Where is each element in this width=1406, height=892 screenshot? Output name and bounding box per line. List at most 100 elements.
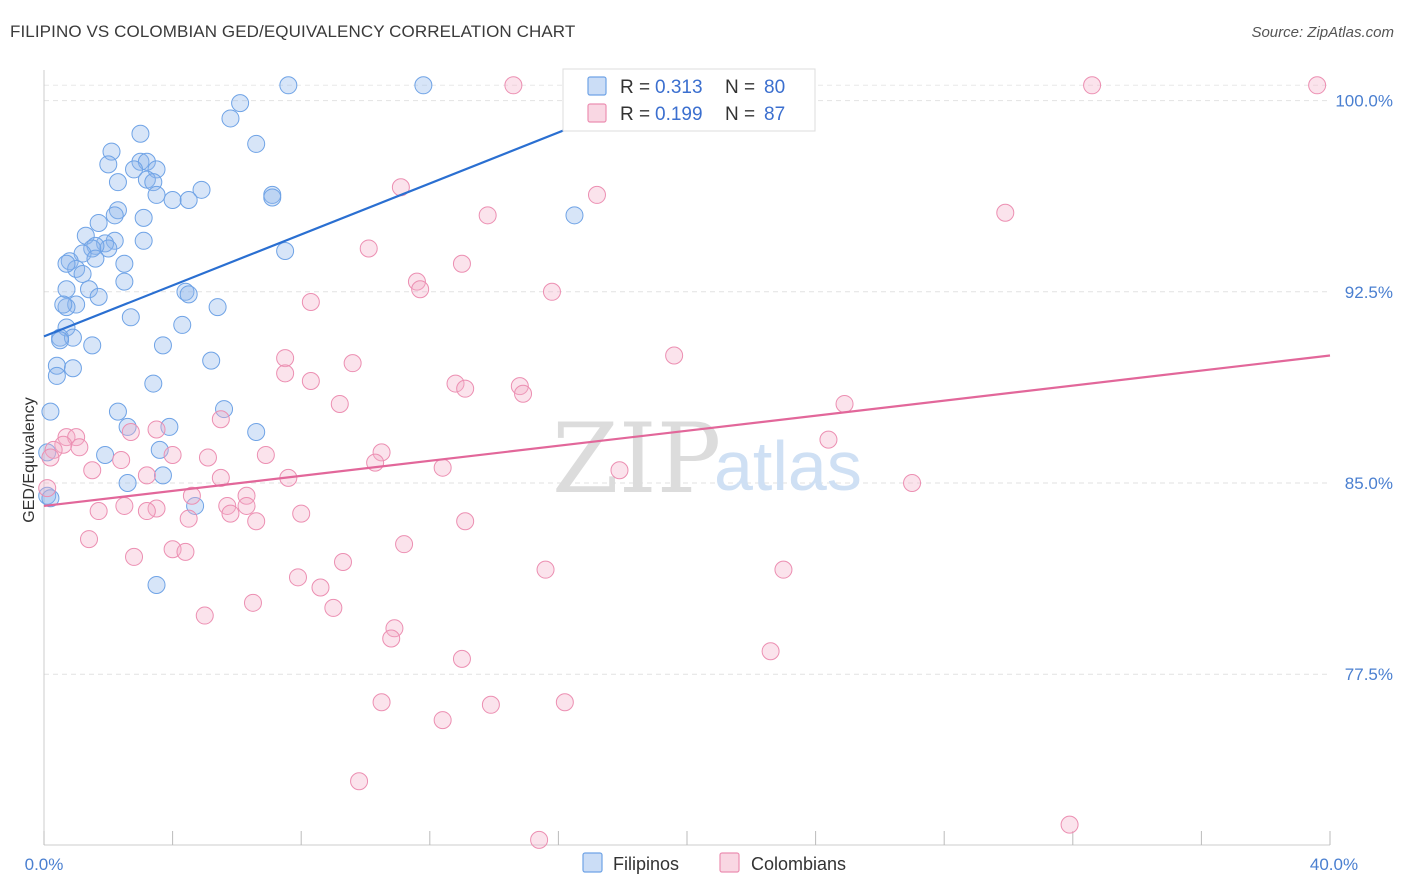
colombian-point-61: [80, 530, 99, 549]
y-tick-label-2: 85.0%: [1345, 474, 1393, 493]
filipino-point-74: [118, 473, 137, 492]
filipino-point-35: [86, 249, 105, 268]
colombian-point-29: [54, 435, 73, 454]
colombian-point-42: [83, 461, 102, 480]
filipino-point-15: [192, 180, 211, 199]
colombian-point-49: [182, 486, 201, 505]
filipino-point-65: [108, 402, 127, 421]
watermark-zip: ZIP: [552, 403, 721, 515]
filipino-point-22: [105, 206, 124, 225]
y-tick-label-3: 77.5%: [1345, 665, 1393, 684]
filipino-point-19: [163, 191, 182, 210]
colombian-point-58: [179, 509, 198, 528]
colombian-point-68: [774, 560, 793, 579]
x-tick-label-0: 0.0%: [25, 855, 64, 874]
legend-r-label-2: R =: [620, 104, 650, 125]
colombian-point-40: [433, 458, 452, 477]
colombian-point-14: [276, 349, 295, 368]
legend-n-value-2: 87: [764, 104, 785, 125]
chart-title: FILIPINO VS COLOMBIAN GED/EQUIVALENCY CO…: [10, 22, 576, 41]
colombian-point-30: [70, 438, 89, 457]
filipino-point-63: [144, 374, 163, 393]
filipino-point-46: [179, 285, 198, 304]
colombian-point-46: [903, 473, 922, 492]
filipino-point-38: [57, 254, 76, 273]
filipino-point-64: [41, 402, 60, 421]
filipino-point-2: [231, 94, 250, 113]
filipino-point-32: [83, 239, 102, 258]
colombian-point-79: [555, 693, 574, 712]
colombian-point-69: [288, 568, 307, 587]
colombian-point-72: [324, 598, 343, 617]
colombian-point-18: [446, 374, 465, 393]
legend-n-label-2: N =: [725, 104, 755, 125]
colombian-point-25: [121, 423, 140, 442]
filipino-point-43: [57, 280, 76, 299]
colombian-point-51: [115, 496, 134, 515]
colombian-point-56: [221, 504, 240, 523]
colombian-point-8: [452, 254, 471, 273]
colombian-point-22: [330, 394, 349, 413]
colombian-point-23: [835, 394, 854, 413]
filipino-point-51: [121, 308, 140, 327]
y-tick-label-0: 100.0%: [1335, 92, 1393, 111]
filipino-point-13: [108, 173, 127, 192]
colombian-point-80: [481, 695, 500, 714]
colombian-point-26: [147, 420, 166, 439]
filipino-point-30: [134, 231, 153, 250]
filipino-point-17: [147, 185, 166, 204]
axes: [43, 70, 1331, 846]
colombian-point-47: [38, 479, 57, 498]
colombian-point-55: [137, 502, 156, 521]
filipino-point-40: [73, 264, 92, 283]
x-tick-labels: 0.0% 40.0%: [25, 855, 1358, 874]
bottom-legend-swatch-colombians: [719, 852, 740, 873]
filipino-point-57: [153, 336, 172, 355]
filipino-point-33: [276, 242, 295, 261]
filipino-point-7: [131, 152, 150, 171]
filipino-point-78: [147, 575, 166, 594]
source-label: Source: ZipAtlas.com: [1251, 24, 1394, 41]
colombian-point-2: [1308, 76, 1327, 95]
colombian-point-37: [198, 448, 217, 467]
filipino-point-25: [89, 213, 108, 232]
colombian-point-36: [163, 445, 182, 464]
filipino-point-56: [51, 331, 70, 350]
colombian-point-21: [514, 384, 533, 403]
colombian-point-67: [536, 560, 555, 579]
bottom-legend: Filipinos Colombians: [582, 852, 846, 874]
colombian-point-4: [587, 185, 606, 204]
filipino-point-50: [208, 298, 227, 317]
colombian-point-35: [372, 443, 391, 462]
colombian-point-66: [333, 553, 352, 572]
colombian-point-24: [211, 410, 230, 429]
filipino-point-44: [176, 282, 195, 301]
filipino-point-66: [215, 400, 234, 419]
colombian-point-64: [176, 542, 195, 561]
colombian-point-52: [237, 496, 256, 515]
legend-swatch-colombians: [587, 103, 607, 123]
colombian-point-15: [343, 354, 362, 373]
filipino-point-23: [134, 208, 153, 227]
filipino-point-48: [57, 298, 76, 317]
colombian-point-10: [411, 280, 430, 299]
legend-swatch-filipinos: [587, 76, 607, 96]
colombian-point-41: [610, 461, 629, 480]
colombian-point-7: [359, 239, 378, 258]
filipino-point-71: [96, 445, 115, 464]
filipino-point-5: [247, 134, 266, 153]
colombian-point-71: [243, 593, 262, 612]
watermark-atlas: atlas: [714, 427, 862, 505]
data-points: [38, 76, 1327, 849]
colombian-point-84: [530, 830, 549, 849]
bottom-legend-colombians: Colombians: [751, 854, 846, 874]
colombian-point-5: [996, 203, 1015, 222]
colombian-point-73: [195, 606, 214, 625]
filipino-point-45: [89, 287, 108, 306]
colombian-point-19: [456, 379, 475, 398]
legend-n-value-1: 80: [764, 77, 785, 98]
legend-r-value-1: 0.313: [655, 77, 703, 98]
legend-n-label-1: N =: [725, 77, 755, 98]
y-axis-label: GED/Equivalency: [21, 397, 38, 522]
